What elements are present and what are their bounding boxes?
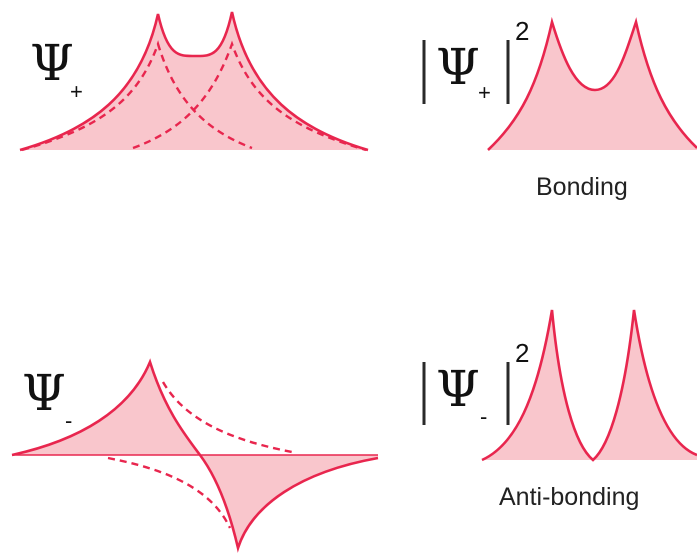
right-atomic-orbital-dashed xyxy=(132,40,367,152)
antibonding-psi-subscript: - xyxy=(65,408,72,433)
bonding-wavefunction-fill xyxy=(20,12,368,150)
antibonding-caption: Anti-bonding xyxy=(499,483,639,511)
antibonding-density-psi-symbol: Ψ xyxy=(436,360,480,418)
bonding-density-subscript: + xyxy=(478,80,491,105)
antibonding-density-curve xyxy=(481,309,697,462)
antibonding-wavefunction-panel: Ψ - xyxy=(11,358,379,553)
antibonding-psi-symbol: Ψ xyxy=(22,364,66,422)
left-atomic-orbital-dashed xyxy=(21,40,253,152)
bonding-psi-symbol: Ψ xyxy=(30,34,74,92)
bonding-density-exponent: 2 xyxy=(515,16,529,46)
bonding-density-panel: Ψ + 2 Bonding xyxy=(422,16,697,201)
antibonding-density-fill xyxy=(482,310,697,460)
bonding-density-psi-symbol: Ψ xyxy=(436,38,480,96)
bonding-wavefunction-panel: Ψ + xyxy=(19,11,369,152)
bonding-density-fill xyxy=(488,22,697,150)
antibonding-density-exponent: 2 xyxy=(515,338,529,368)
antibonding-density-subscript: - xyxy=(480,404,487,429)
bonding-caption: Bonding xyxy=(536,173,628,201)
antibonding-density-panel: Ψ - 2 Anti-bonding xyxy=(422,309,697,511)
antibonding-right-orbital-upper-dashed xyxy=(161,381,293,454)
antibonding-positive-lobe-fill xyxy=(12,362,200,455)
bonding-wavefunction-curve xyxy=(19,11,369,152)
antibonding-negative-lobe-fill xyxy=(200,455,378,548)
antibonding-wavefunction-curve xyxy=(11,358,379,553)
bonding-psi-subscript: + xyxy=(70,79,83,104)
bonding-density-curve xyxy=(487,16,697,151)
